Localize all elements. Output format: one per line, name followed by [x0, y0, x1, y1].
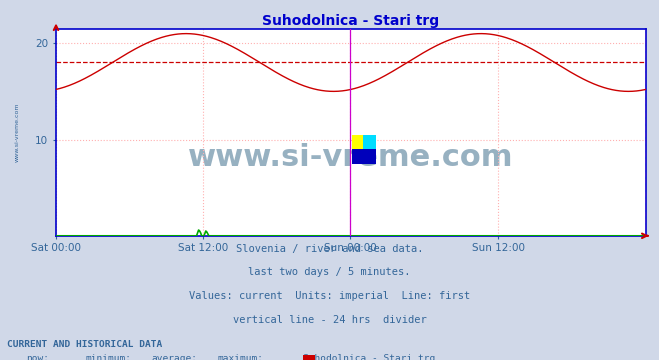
Text: average:: average:	[152, 354, 198, 360]
Title: Suhodolnica - Stari trg: Suhodolnica - Stari trg	[262, 14, 440, 28]
Text: vertical line - 24 hrs  divider: vertical line - 24 hrs divider	[233, 315, 426, 325]
Bar	[362, 135, 376, 150]
Text: www.si-vreme.com: www.si-vreme.com	[188, 143, 513, 172]
Text: minimum:: minimum:	[86, 354, 132, 360]
Text: Suhodolnica - Stari trg: Suhodolnica - Stari trg	[303, 354, 436, 360]
Text: last two days / 5 minutes.: last two days / 5 minutes.	[248, 267, 411, 277]
Text: Values: current  Units: imperial  Line: first: Values: current Units: imperial Line: fi…	[189, 291, 470, 301]
Bar	[352, 149, 376, 163]
Text: Slovenia / river and sea data.: Slovenia / river and sea data.	[236, 244, 423, 253]
Bar	[303, 355, 315, 360]
Text: maximum:: maximum:	[217, 354, 264, 360]
Text: CURRENT AND HISTORICAL DATA: CURRENT AND HISTORICAL DATA	[7, 340, 162, 349]
Text: now:: now:	[26, 354, 49, 360]
Bar	[352, 135, 365, 150]
Text: www.si-vreme.com: www.si-vreme.com	[15, 103, 20, 162]
